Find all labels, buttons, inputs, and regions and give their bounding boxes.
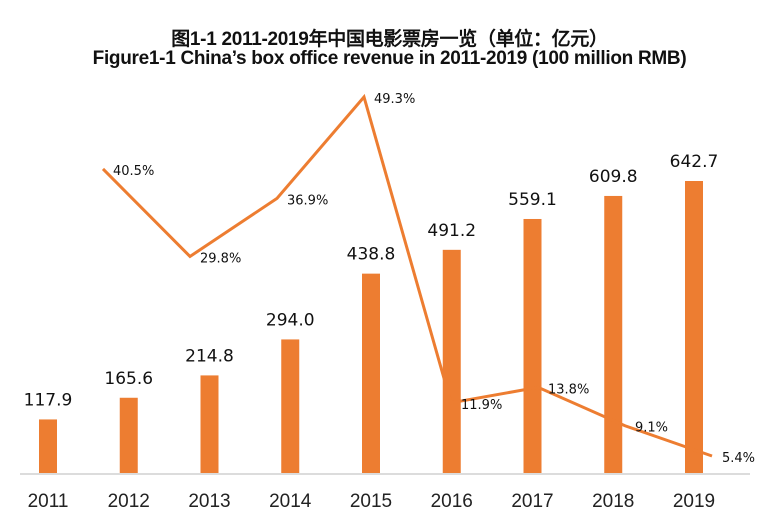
bar-label-2018: 609.8 — [589, 167, 638, 187]
bar-2013 — [200, 375, 219, 473]
growth-label-2016: 11.9% — [461, 398, 502, 413]
x-tick-2015: 2015 — [350, 491, 392, 512]
bar-label-2012: 165.6 — [104, 369, 153, 389]
growth-label-2018: 9.1% — [635, 421, 668, 436]
bar-2015 — [362, 273, 380, 473]
chart-title: 图1-1 2011-2019年中国电影票房一览（单位：亿元） — [171, 29, 608, 50]
x-tick-2014: 2014 — [269, 491, 312, 512]
bar-2014 — [281, 339, 300, 473]
bar-label-2016: 491.2 — [427, 221, 476, 241]
growth-rate-line — [101, 93, 713, 458]
bar-2017 — [523, 218, 542, 473]
bar-2012 — [119, 397, 138, 473]
bar-label-2013: 214.8 — [185, 346, 234, 366]
growth-label-2019: 5.4% — [722, 451, 755, 466]
x-tick-2016: 2016 — [431, 491, 473, 512]
bar-label-2019: 642.7 — [670, 152, 719, 172]
chart-subtitle: Figure1-1 China’s box office revenue in … — [92, 48, 687, 69]
growth-label-2014: 36.9% — [287, 193, 328, 208]
bar-2016 — [442, 249, 461, 473]
x-tick-2017: 2017 — [511, 491, 553, 512]
x-tick-2019: 2019 — [673, 491, 715, 512]
bar-label-2015: 438.8 — [347, 245, 396, 265]
growth-label-2015: 49.3% — [374, 92, 415, 107]
bar-label-2014: 294.0 — [266, 310, 315, 330]
bar-2019 — [685, 181, 703, 473]
growth-label-2017: 13.8% — [548, 382, 589, 397]
x-tick-2012: 2012 — [108, 491, 150, 512]
bar-label-2017: 559.1 — [508, 190, 557, 210]
bar-2018 — [604, 195, 623, 473]
x-tick-2013: 2013 — [188, 491, 230, 512]
bar-label-2011: 117.9 — [24, 390, 73, 410]
x-tick-2011: 2011 — [28, 491, 69, 512]
growth-label-2012: 40.5% — [113, 164, 154, 179]
growth-label-2013: 29.8% — [200, 251, 241, 266]
bar-2011 — [39, 419, 57, 473]
x-tick-2018: 2018 — [592, 491, 634, 512]
